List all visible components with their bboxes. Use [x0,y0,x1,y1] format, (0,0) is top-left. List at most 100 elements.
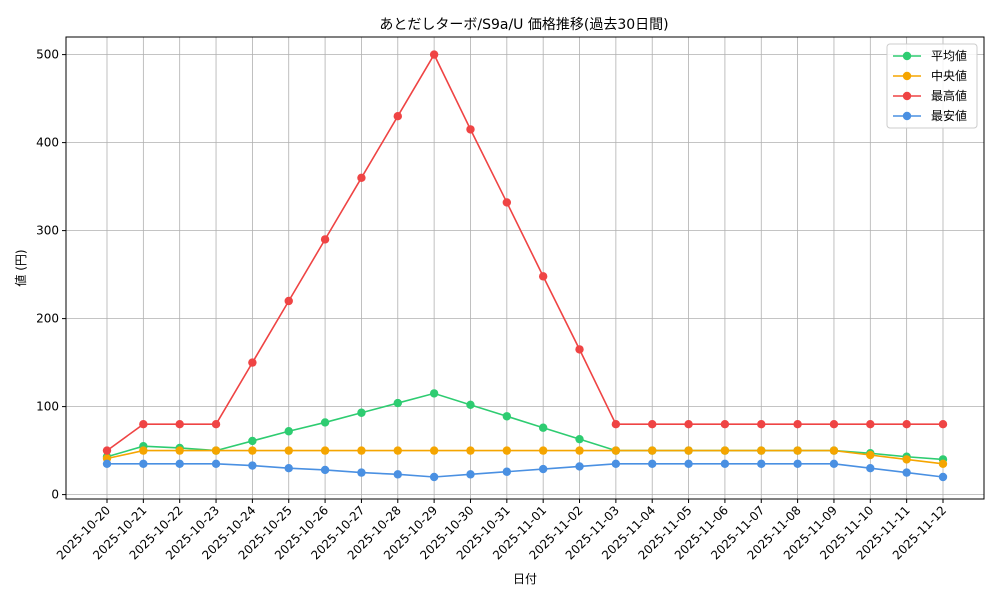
data-point [793,446,802,455]
legend-label: 最安値 [931,108,967,123]
data-point [938,420,948,429]
data-point [429,50,439,59]
data-point [211,459,221,468]
legend-item: 最安値 [893,108,967,123]
data-point [538,423,548,432]
data-point [684,420,693,429]
data-point [393,446,402,455]
data-point [684,446,693,455]
y-tick-label: 0 [51,488,59,502]
data-point [248,358,257,367]
data-point [284,427,293,436]
data-point [357,468,366,477]
data-point [902,455,911,464]
data-point [793,459,802,468]
y-tick-label: 400 [36,136,59,150]
data-point [429,472,439,482]
chart-title: あとだしターボ/S9a/U 価格推移(過去30日間) [379,17,668,33]
data-point [393,112,402,121]
data-point [284,446,293,455]
data-point [211,446,221,455]
data-point [248,436,257,446]
data-point [720,446,730,455]
data-point [466,470,475,479]
data-point [757,446,766,455]
y-tick-label: 300 [36,224,59,238]
data-point [684,459,693,468]
data-point [466,400,475,410]
data-point [102,459,112,468]
data-point [829,459,839,468]
data-point [648,446,657,455]
data-point [466,446,475,455]
data-point [466,125,475,134]
data-point [357,173,366,182]
data-point [538,272,548,281]
data-point [538,446,548,455]
legend-box [886,43,978,129]
legend-label: 最高値 [931,88,967,103]
data-point [211,420,221,429]
data-point [320,446,330,455]
data-point [502,412,512,421]
legend-label: 中央値 [931,68,967,83]
data-point [139,420,148,429]
data-point [139,459,148,468]
data-point [284,296,293,306]
data-point [502,446,512,455]
data-point [611,446,621,455]
series-layer [102,50,948,482]
data-point [866,464,875,473]
y-axis: 0 100 200 300 400 500 [36,48,66,502]
data-point [320,465,330,475]
data-point [575,345,584,354]
data-point [648,459,657,468]
data-point [757,459,766,468]
y-axis-label: 値 (円) [13,249,28,286]
series-line [106,392,944,461]
data-point [502,198,512,207]
series-最安値 [102,459,948,482]
data-point [575,434,584,444]
data-point [393,398,402,408]
data-point [829,420,839,429]
data-point [284,464,293,473]
legend-marker [902,111,912,121]
legend-item: 最高値 [893,88,967,103]
data-point [502,467,512,476]
grid [66,37,984,499]
data-point [175,459,184,468]
data-point [720,459,730,468]
data-point [175,420,184,429]
series-line [106,449,944,465]
series-line [106,52,943,452]
series-中央値 [102,446,948,468]
data-point [429,446,439,455]
legend-marker [902,71,912,81]
data-point [829,446,839,455]
data-point [611,459,621,468]
data-point [902,468,911,477]
data-point [938,459,948,468]
data-point [793,420,802,429]
data-point [538,464,548,474]
y-tick-label: 100 [36,400,59,414]
data-point [357,408,366,417]
data-point [248,446,257,455]
data-point [393,470,402,479]
y-tick-label: 500 [36,48,59,62]
series-line [107,462,944,478]
data-point [139,446,148,455]
legend-marker [902,91,912,101]
data-point [320,418,330,427]
legend-item: 中央値 [893,68,967,83]
data-point [320,235,330,244]
legend-label: 平均値 [931,48,967,63]
data-point [429,389,439,398]
data-point [938,472,948,482]
legend-item: 平均値 [893,48,967,63]
data-point [357,446,366,455]
x-axis: 2025-10-202025-10-212025-10-222025-10-23… [54,499,949,562]
series-最高値 [102,50,948,455]
